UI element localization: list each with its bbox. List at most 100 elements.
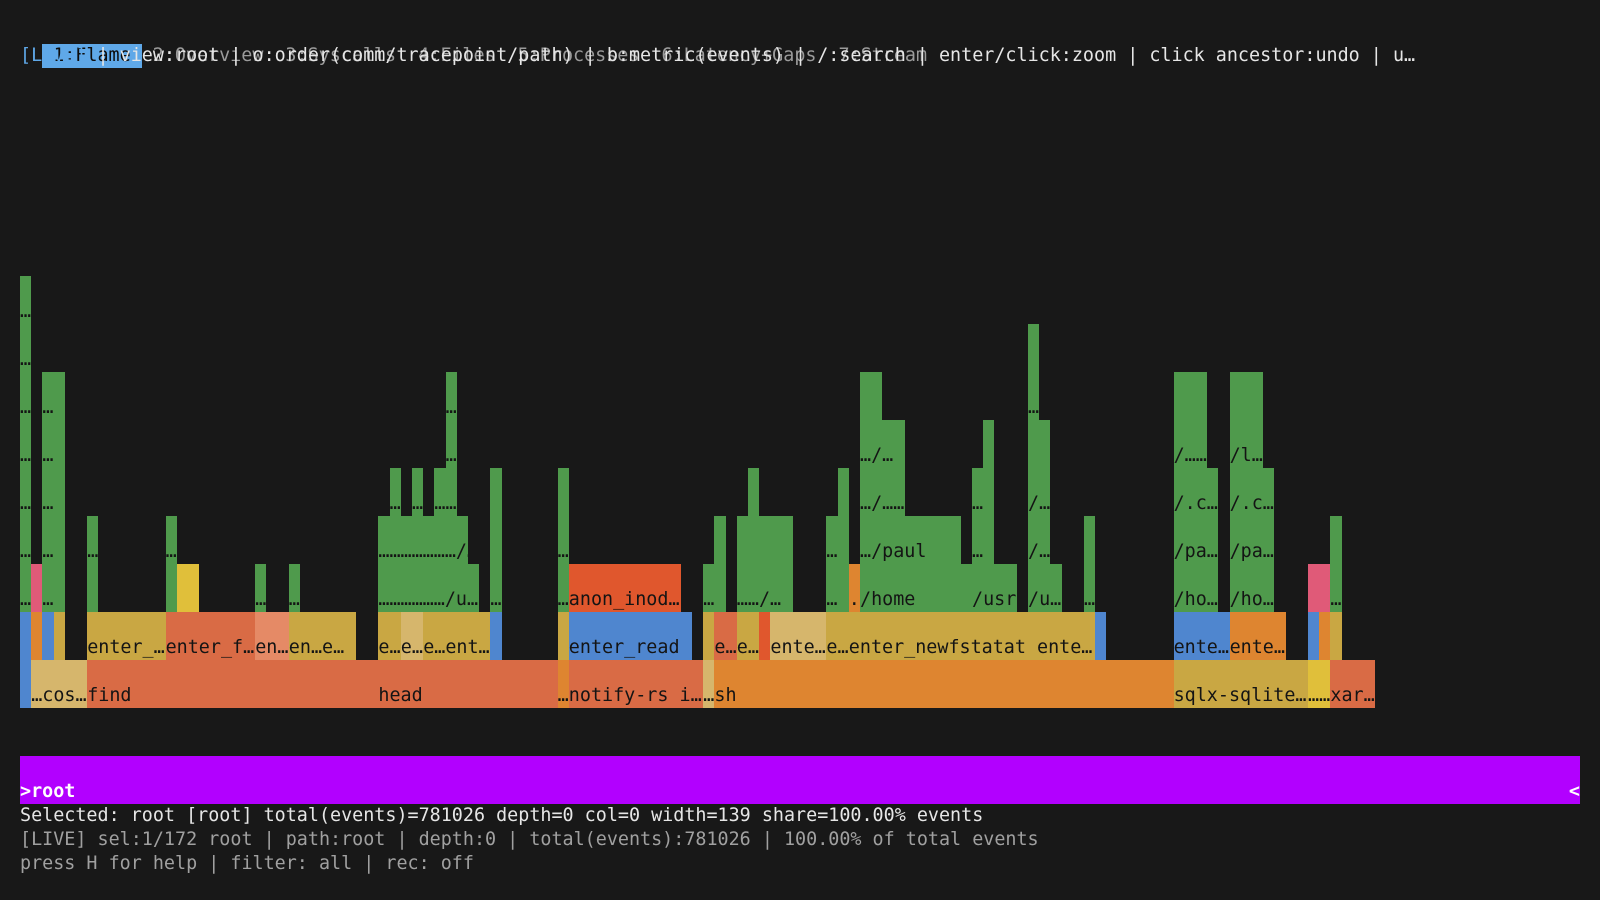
flame-frame[interactable]	[20, 612, 32, 660]
flame-frame[interactable]: sh	[714, 660, 1174, 708]
flame-frame[interactable]	[736, 516, 793, 564]
flame-frame[interactable]	[1308, 612, 1320, 660]
flame-frame[interactable]	[87, 564, 99, 612]
flame-frame[interactable]: /…	[1028, 516, 1051, 564]
flame-frame[interactable]: /ho…	[1173, 564, 1219, 612]
flame-frame[interactable]: …	[972, 516, 995, 564]
flame-frame[interactable]: …	[1028, 372, 1040, 420]
flame-frame[interactable]: …	[20, 372, 32, 420]
tab-syscalls[interactable]: 3:Syscalls	[285, 45, 397, 66]
flame-frame[interactable]: e…	[826, 612, 849, 660]
flame-frame[interactable]	[860, 372, 883, 420]
flame-frame[interactable]: …	[557, 564, 569, 612]
flame-frame[interactable]	[176, 564, 200, 612]
flame-frame[interactable]: enter_read	[568, 612, 692, 660]
flame-frame[interactable]	[1028, 324, 1040, 372]
flame-frame[interactable]: ………………/u…	[378, 564, 480, 612]
flame-frame[interactable]: …	[490, 564, 502, 612]
flame-frame[interactable]: …	[826, 564, 849, 612]
flame-frame[interactable]: en…	[255, 612, 289, 660]
flame-frame[interactable]	[714, 516, 726, 564]
flame-frame[interactable]: …	[972, 468, 995, 516]
flame-frame[interactable]: …cos…	[31, 660, 88, 708]
flame-frame[interactable]: e…	[400, 612, 424, 660]
flame-frame[interactable]: xar…	[1330, 660, 1376, 708]
flame-frame[interactable]	[759, 612, 771, 660]
flame-frame[interactable]: …	[42, 420, 65, 468]
flame-frame[interactable]: …	[703, 660, 715, 708]
flame-frame[interactable]: ente…	[770, 612, 827, 660]
flame-frame[interactable]	[490, 468, 502, 516]
flame-frame[interactable]: e…	[714, 612, 737, 660]
flame-frame[interactable]: …	[1084, 564, 1096, 612]
flame-frame[interactable]: …/paul	[860, 516, 961, 564]
flame-frame[interactable]: …	[20, 468, 32, 516]
flame-frame[interactable]: …/…	[860, 420, 905, 468]
flame-frame[interactable]	[557, 612, 569, 660]
flame-frame[interactable]: …	[42, 468, 65, 516]
flame-frame[interactable]	[837, 468, 849, 516]
tab-processes[interactable]: 5:Processes	[517, 45, 640, 66]
flame-frame[interactable]: ……/…	[736, 564, 793, 612]
flame-frame[interactable]	[1319, 612, 1331, 660]
flame-frame[interactable]: enter_…	[87, 612, 166, 660]
flame-frame[interactable]: …	[20, 516, 32, 564]
flame-frame[interactable]	[557, 468, 569, 516]
flame-frame[interactable]	[1229, 372, 1264, 420]
flame-frame[interactable]: …	[20, 276, 32, 324]
flame-frame[interactable]: /pa…	[1173, 516, 1219, 564]
flame-frame[interactable]	[20, 660, 32, 708]
flame-frame[interactable]: …	[557, 516, 569, 564]
flame-frame[interactable]: /……	[1173, 420, 1208, 468]
flame-frame[interactable]	[1330, 516, 1342, 564]
flame-frame[interactable]: ente…	[1229, 612, 1286, 660]
flame-frame[interactable]: …	[445, 420, 457, 468]
flame-frame[interactable]: notify-rs i…	[568, 660, 704, 708]
tab-stream[interactable]: 7:Stream	[838, 45, 928, 66]
flame-frame[interactable]: find	[87, 660, 379, 708]
flame-frame[interactable]	[1084, 516, 1096, 564]
flame-frame[interactable]: …	[165, 516, 177, 564]
flame-frame[interactable]: sqlx-sqlite…	[1173, 660, 1308, 708]
flame-frame[interactable]: …	[20, 324, 32, 372]
flame-frame[interactable]: …	[445, 372, 457, 420]
flame-frame[interactable]: enter_newfstatat ente…	[848, 612, 1096, 660]
tab-latency-gaps[interactable]: 6:Latency+Gaps	[661, 45, 817, 66]
flame-frame[interactable]	[1028, 420, 1051, 468]
flame-frame[interactable]	[983, 420, 995, 468]
flame-frame[interactable]: /l…	[1229, 420, 1264, 468]
flame-frame[interactable]: …	[42, 516, 65, 564]
flame-frame[interactable]: …	[1330, 564, 1342, 612]
flame-frame[interactable]	[1308, 564, 1331, 612]
flame-frame[interactable]: …	[20, 420, 32, 468]
flame-frame[interactable]	[748, 468, 760, 516]
flame-frame[interactable]: e…	[378, 612, 401, 660]
flame-frame[interactable]: …	[389, 468, 401, 516]
flame-frame[interactable]: …	[20, 564, 32, 612]
flame-frame[interactable]: …………………/…	[378, 516, 468, 564]
flame-frame[interactable]: …	[557, 660, 569, 708]
flame-frame[interactable]	[1095, 612, 1107, 660]
flame-frame[interactable]: …	[703, 564, 726, 612]
flame-frame[interactable]: enter_f…	[165, 612, 256, 660]
flame-frame[interactable]	[31, 564, 43, 612]
flame-frame[interactable]: …	[87, 516, 99, 564]
flame-frame[interactable]: /usr	[972, 564, 1017, 612]
flame-frame[interactable]: .	[848, 564, 860, 612]
flame-frame[interactable]: /pa…	[1229, 516, 1275, 564]
flame-frame[interactable]	[1173, 372, 1208, 420]
flame-frame[interactable]: ente…	[1173, 612, 1230, 660]
flame-frame[interactable]	[703, 612, 715, 660]
flame-frame[interactable]: …	[42, 564, 65, 612]
flame-frame[interactable]: e…ent…	[423, 612, 491, 660]
flame-frame[interactable]: en…e…	[288, 612, 356, 660]
flame-frame[interactable]: /.c…	[1229, 468, 1275, 516]
tab-overview[interactable]: 2:Overview	[152, 45, 264, 66]
flame-frame[interactable]: head	[378, 660, 558, 708]
flame-frame[interactable]	[490, 612, 502, 660]
flame-frame[interactable]: …	[412, 468, 424, 516]
flame-frame[interactable]: ……	[1308, 660, 1331, 708]
flame-frame[interactable]: /.c…	[1173, 468, 1219, 516]
flame-frame[interactable]: e…	[736, 612, 760, 660]
flame-frame[interactable]: …	[255, 564, 267, 612]
